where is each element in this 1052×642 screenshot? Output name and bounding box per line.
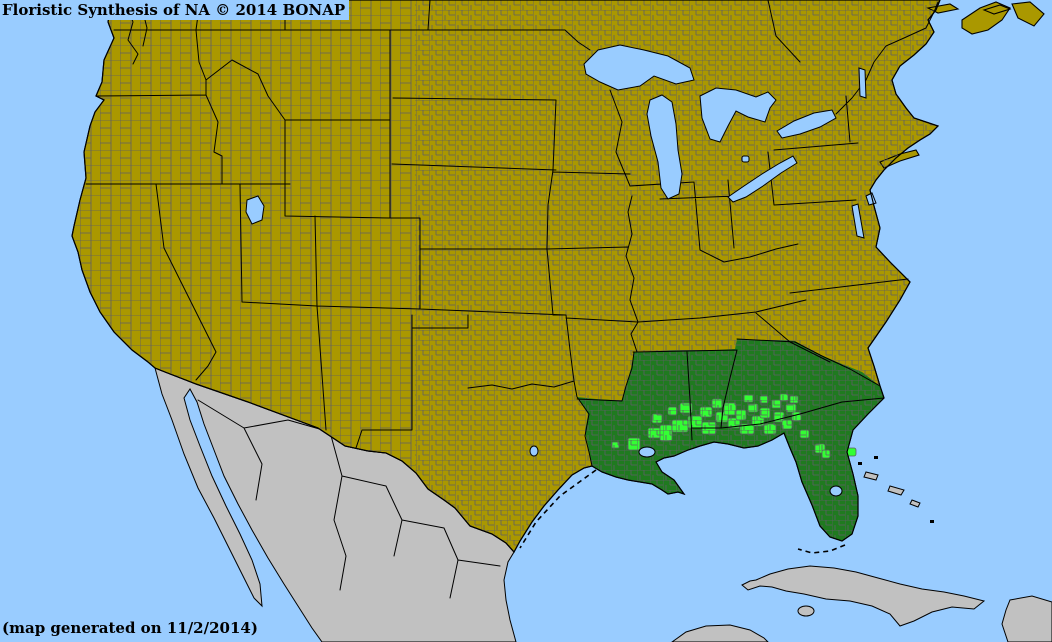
great-lakes <box>583 44 837 203</box>
toledo-bend <box>529 445 539 457</box>
other-lakes-bays <box>245 67 877 497</box>
caribbean-islands <box>741 456 1052 642</box>
lake-erie <box>727 155 798 203</box>
lake-st-clair <box>741 155 750 163</box>
lake-michigan <box>646 94 683 200</box>
lake-pontchartrain <box>638 446 656 458</box>
yucatan <box>671 624 769 642</box>
lake-champlain <box>858 67 867 99</box>
bahamas <box>863 471 921 508</box>
map-title: Floristic Synthesis of NA © 2014 BONAP <box>0 0 350 20</box>
prince-edward-island <box>982 4 1012 15</box>
map-generation-date: (map generated on 11/2/2014) <box>0 618 262 638</box>
isle-of-youth <box>797 605 815 617</box>
texas-barrier-islands <box>519 469 597 549</box>
great-salt-lake <box>245 195 265 225</box>
cuba <box>741 565 986 627</box>
mexico-state-borders <box>197 399 501 599</box>
lake-superior <box>583 44 695 91</box>
cape-breton <box>1011 1 1045 27</box>
lake-huron <box>699 87 777 143</box>
chesapeake-bay <box>851 203 865 239</box>
lake-ontario <box>776 109 837 139</box>
hispaniola <box>1001 595 1052 642</box>
lake-okeechobee <box>829 485 843 497</box>
